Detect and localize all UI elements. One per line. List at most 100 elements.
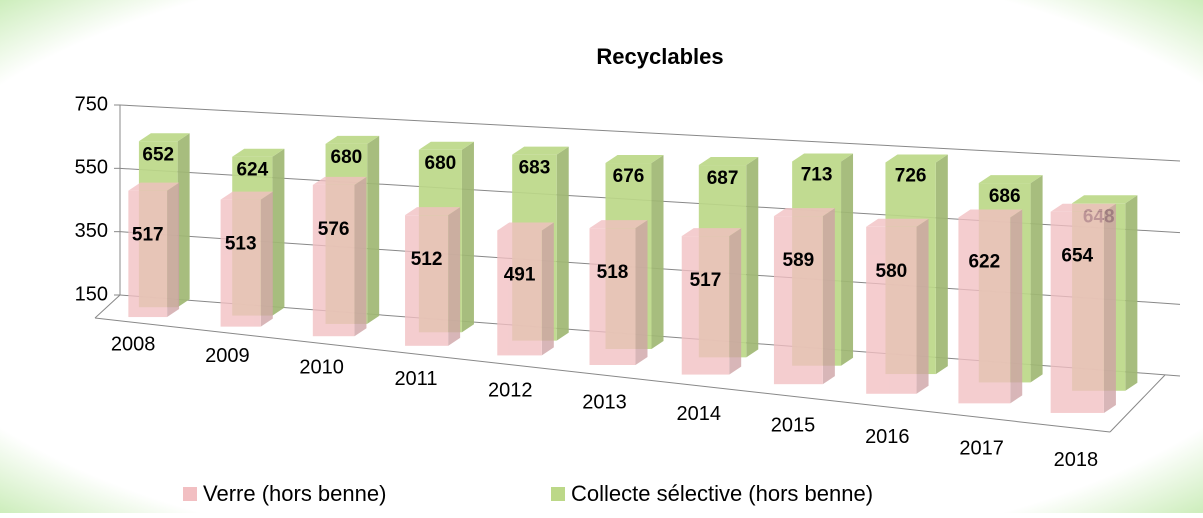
bar-side <box>1010 209 1023 404</box>
bar-top <box>325 135 380 144</box>
bar-side <box>541 222 554 356</box>
bar-top <box>128 182 180 191</box>
value-label: 654 <box>1061 246 1093 267</box>
floor-edge <box>94 294 121 319</box>
bar-top <box>232 148 285 157</box>
bar-front <box>681 236 730 375</box>
x-tick-label: 2015 <box>771 414 816 436</box>
bar-side <box>556 146 569 341</box>
x-tick-label: 2008 <box>111 333 156 355</box>
bar-side <box>729 228 742 375</box>
floor-edge <box>1109 374 1166 433</box>
value-label: 580 <box>876 261 908 282</box>
bar-side <box>746 157 759 358</box>
bar-front <box>312 184 355 337</box>
bar-top <box>138 133 190 142</box>
bar-front <box>497 230 542 356</box>
bar <box>405 207 461 346</box>
x-tick-label: 2010 <box>299 357 344 379</box>
bar-top <box>773 208 835 217</box>
legend-swatch <box>183 487 197 501</box>
value-label: 680 <box>331 147 363 168</box>
bar <box>773 208 835 385</box>
value-label: 686 <box>989 186 1021 207</box>
bar-top <box>792 153 854 162</box>
bar-top <box>605 155 664 164</box>
value-label: 517 <box>132 225 164 246</box>
bar-top <box>1072 195 1138 204</box>
bar-side <box>1125 195 1138 391</box>
x-tick-label: 2018 <box>1054 449 1099 471</box>
bar-side <box>916 218 929 394</box>
chart-title: Recyclables <box>596 44 723 69</box>
value-label: 713 <box>801 165 833 186</box>
bar-side <box>1030 175 1043 383</box>
bar-front <box>958 217 1011 404</box>
bar-top <box>418 141 474 150</box>
bar-side <box>272 148 285 316</box>
bar <box>312 176 367 337</box>
x-tick-label: 2016 <box>865 426 910 448</box>
bar-top <box>1050 203 1116 212</box>
value-label: 576 <box>318 219 350 240</box>
bar-side <box>651 155 664 349</box>
value-label: 687 <box>707 168 739 189</box>
bar <box>220 191 273 327</box>
bar-side <box>448 207 461 346</box>
x-tick-label: 2011 <box>394 368 437 390</box>
y-tick-label: 350 <box>75 220 108 242</box>
bar <box>128 182 180 318</box>
value-label: 513 <box>225 234 257 255</box>
bar <box>958 209 1023 404</box>
bar-top <box>958 209 1023 218</box>
legend-swatch <box>551 487 565 501</box>
bar-front <box>773 216 823 385</box>
floor-edge <box>94 317 1111 433</box>
bar <box>866 218 929 394</box>
bar-top <box>497 222 554 231</box>
bar <box>1050 203 1116 413</box>
bar-top <box>866 218 929 227</box>
value-label: 517 <box>690 270 722 291</box>
bar-front <box>220 199 261 327</box>
bar-top <box>978 175 1043 184</box>
bar-front <box>405 215 449 346</box>
value-label: 512 <box>411 249 443 270</box>
bar-top <box>405 207 461 216</box>
bar-top <box>885 154 948 163</box>
bar <box>497 222 554 356</box>
value-label: 589 <box>783 250 815 271</box>
bar <box>589 220 648 365</box>
value-label: 726 <box>895 166 927 187</box>
value-label: 491 <box>504 264 536 285</box>
bar-side <box>461 141 474 333</box>
bar-top <box>681 228 742 237</box>
value-label: 518 <box>597 262 629 283</box>
grid-line <box>119 104 1181 162</box>
bar-side <box>935 154 948 375</box>
x-tick-label: 2014 <box>677 403 722 425</box>
x-tick-label: 2017 <box>959 438 1004 460</box>
bar-side <box>177 133 190 308</box>
x-tick-label: 2013 <box>582 391 627 413</box>
legend-label: Verre (hors benne) <box>203 481 386 506</box>
bar-side <box>822 208 835 385</box>
legend-label: Collecte sélective (hors benne) <box>571 481 873 506</box>
bar-side <box>367 135 380 324</box>
bar-side <box>260 191 273 327</box>
bar-front <box>1050 211 1104 413</box>
value-label: 622 <box>968 251 1000 272</box>
bar <box>681 228 742 375</box>
bar-side <box>841 153 854 366</box>
value-label: 624 <box>236 160 268 181</box>
bar-top <box>312 176 367 185</box>
value-label: 676 <box>613 166 645 187</box>
bar-front <box>866 226 917 394</box>
y-tick-label: 150 <box>75 283 108 305</box>
value-label: 680 <box>425 153 457 174</box>
value-label: 683 <box>519 158 551 179</box>
bar-top <box>698 157 759 166</box>
y-tick-label: 750 <box>75 93 108 115</box>
bar-front <box>589 228 636 365</box>
bar-top <box>589 220 648 229</box>
